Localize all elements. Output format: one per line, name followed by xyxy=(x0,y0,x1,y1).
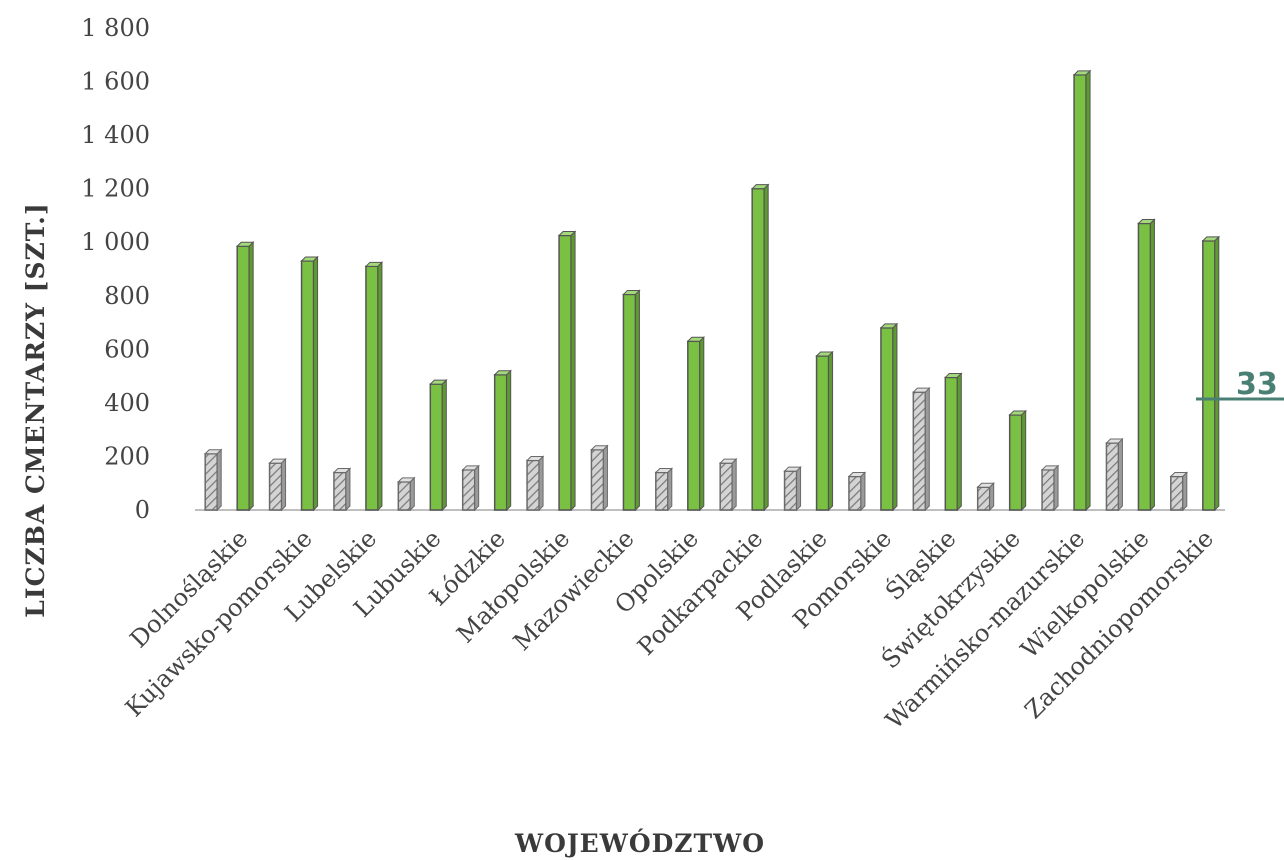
bar xyxy=(557,230,577,512)
bar xyxy=(203,448,223,512)
y-tick-label: 400 xyxy=(104,389,150,417)
bar xyxy=(300,255,319,512)
bar xyxy=(944,372,963,512)
bar xyxy=(1008,409,1027,512)
y-tick-label: 1 000 xyxy=(81,228,150,256)
bar xyxy=(461,464,480,512)
y-tick-label: 1 200 xyxy=(81,175,150,203)
bar xyxy=(332,467,352,512)
y-tick-label: 200 xyxy=(104,442,150,470)
bar xyxy=(235,241,255,512)
bar xyxy=(1137,218,1156,512)
bar xyxy=(268,457,287,512)
bar xyxy=(750,183,770,512)
y-tick-label: 1 400 xyxy=(81,121,150,149)
category-labels: DolnośląskieKujawsko-pomorskieLubelskieL… xyxy=(120,524,1219,735)
bar xyxy=(622,289,641,512)
bar xyxy=(493,369,512,512)
bar xyxy=(1072,69,1092,512)
y-axis-ticks: 0 200 400 600 800 1 000 1 200 1 400 1 600 1 800 xyxy=(81,14,150,524)
bars xyxy=(203,69,1221,512)
bar xyxy=(1169,471,1189,512)
bar xyxy=(1105,437,1124,512)
bar xyxy=(654,467,674,512)
bar xyxy=(686,336,706,512)
bar xyxy=(364,261,384,512)
page-number: 33 xyxy=(1236,367,1278,402)
y-tick-label: 800 xyxy=(104,282,150,310)
bar xyxy=(879,322,899,512)
bar xyxy=(525,455,545,512)
bar xyxy=(1040,464,1060,512)
y-axis-title: LICZBA CMENTARZY [SZT.] xyxy=(21,202,50,617)
y-tick-label: 1 600 xyxy=(81,68,150,96)
bar xyxy=(783,465,802,512)
bar xyxy=(1201,235,1221,512)
bar xyxy=(429,378,448,512)
bar xyxy=(815,350,834,512)
bar xyxy=(718,457,738,512)
x-axis-title: WOJEWÓDZTWO xyxy=(514,829,765,858)
y-tick-label: 600 xyxy=(104,335,150,363)
bar xyxy=(912,386,931,512)
y-tick-label: 1 800 xyxy=(81,14,150,42)
y-tick-label: 0 xyxy=(135,496,150,524)
bar xyxy=(590,444,609,512)
bar xyxy=(397,476,416,512)
bar xyxy=(847,471,867,512)
bar xyxy=(976,482,995,512)
